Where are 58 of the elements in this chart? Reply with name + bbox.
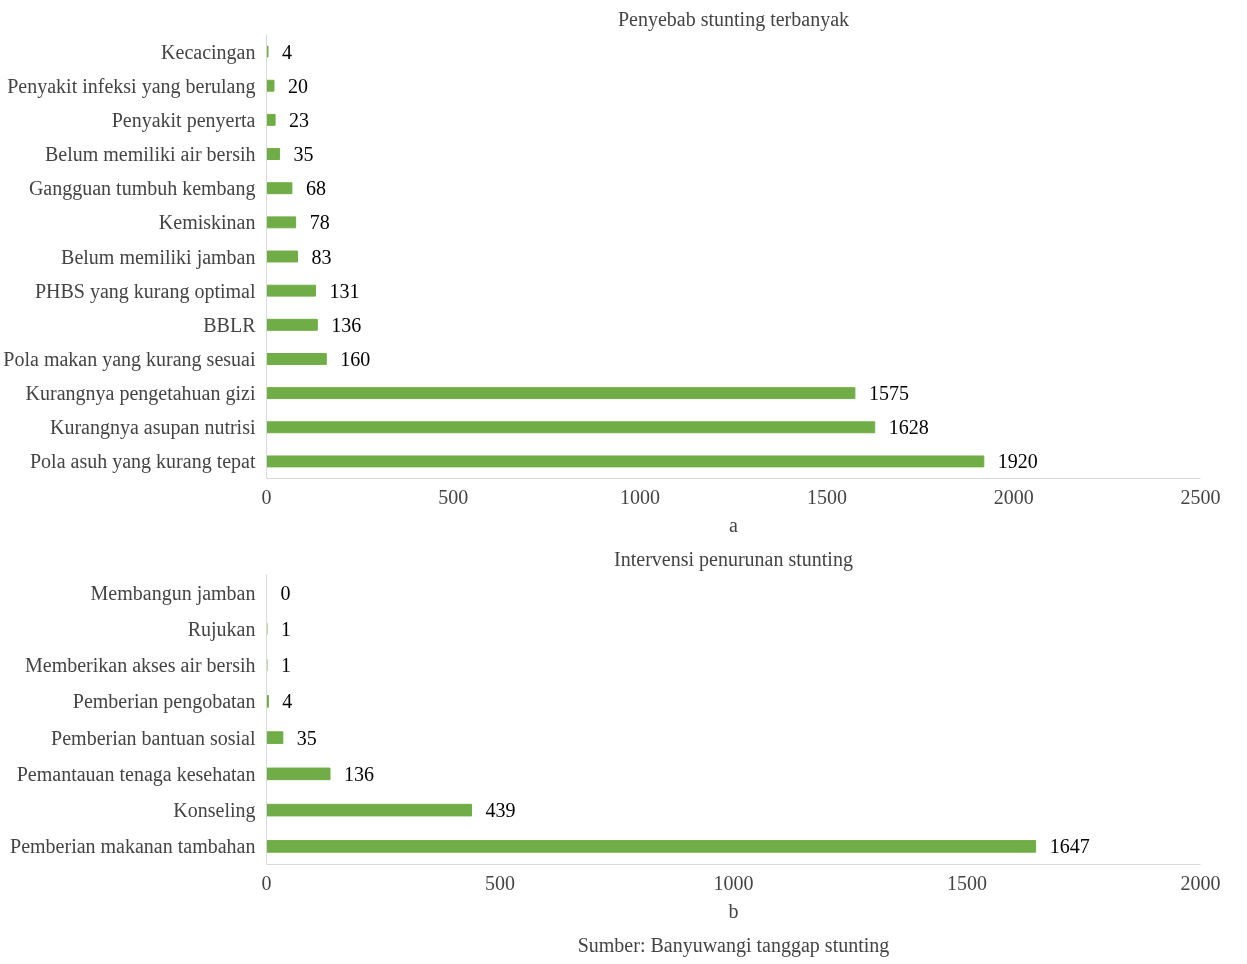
y-tick-label: Pemberian pengobatan [72,690,256,714]
y-tick-label: Memberikan akses air bersih [25,654,256,677]
data-label: 78 [309,211,330,234]
chart-title: Penyebab stunting terbanyak [617,7,850,31]
data-label: 136 [331,313,362,336]
chart-title: Intervensi penurunan stunting [614,547,853,571]
data-label: 20 [287,74,308,97]
y-tick-label: Konseling [173,799,256,823]
y-tick-label: Kurangnya pengetahuan gizi [25,382,256,406]
y-tick-label: Pola asuh yang kurang tepat [30,450,256,474]
x-tick-label: 1500 [947,871,987,894]
data-label: 1 [280,654,291,677]
text: a [729,513,739,536]
y-tick-label: BBLR [203,313,257,336]
data-label: 160 [340,347,371,370]
x-tick-label: 500 [438,485,469,508]
data-label: 35 [296,726,317,749]
x-tick-label: 2500 [1180,485,1221,508]
data-label: 136 [344,762,375,785]
data-label: 4 [281,40,292,63]
x-tick-label: 2000 [993,485,1034,508]
data-label: 131 [329,279,360,302]
data-label: 1 [280,617,291,640]
data-label: 1647 [1049,835,1090,858]
y-tick-label: Belum memiliki jamban [61,245,256,269]
data-label: 1920 [997,450,1038,473]
text: Sumber: Banyuwangi tanggap stunting [577,933,890,957]
y-tick-label: Membangun jamban [90,581,256,605]
y-tick-label: Gangguan tumbuh kembang [28,177,256,201]
y-tick-label: Belum memiliki air bersih [44,143,256,166]
y-tick-label: Kecacingan [161,40,256,64]
y-tick-label: Penyakit penyerta [111,108,256,132]
y-tick-label: Pola makan yang kurang sesuai [3,347,256,371]
data-label: 1575 [868,382,909,405]
data-label: 35 [293,143,314,166]
y-tick-label: Kurangnya asupan nutrisi [49,416,256,440]
data-label: 4 [282,690,293,713]
y-tick-label: Kemiskinan [158,211,256,234]
y-tick-label: Pemantauan tenaga kesehatan [16,762,256,786]
x-tick-label: 500 [485,871,515,894]
x-tick-label: 1500 [806,485,847,508]
text: b [728,899,739,922]
x-tick-label: 1000 [713,871,754,894]
y-tick-label: Rujukan [187,617,256,641]
data-label: 1628 [888,416,929,439]
data-label: 68 [305,177,326,200]
x-tick-label: 1000 [620,485,661,508]
data-label: 83 [311,245,332,268]
data-label: 0 [280,581,291,604]
y-tick-label: PHBS yang kurang optimal [34,279,256,303]
y-tick-label: Pemberian makanan tambahan [10,835,256,858]
x-tick-label: 2000 [1180,871,1221,894]
x-tick-label: 0 [261,871,272,894]
y-tick-label: Pemberian bantuan sosial [51,726,256,749]
data-label: 23 [289,108,310,131]
x-tick-label: 0 [261,485,272,508]
y-tick-label: Penyakit infeksi yang berulang [7,74,256,98]
data-label: 439 [485,799,516,822]
